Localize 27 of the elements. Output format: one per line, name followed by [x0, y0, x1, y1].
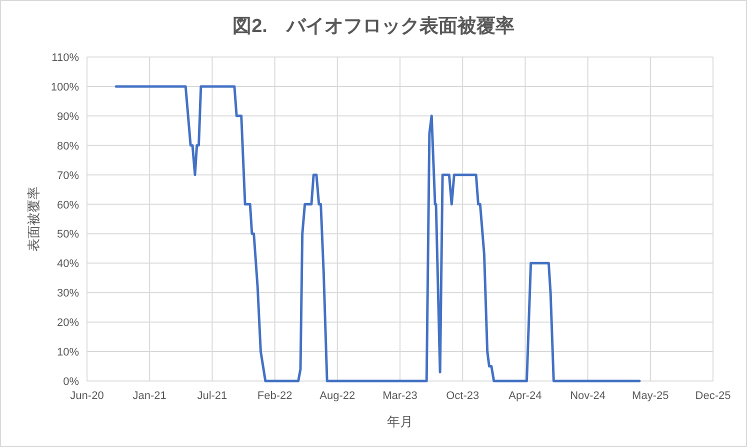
y-tick-label: 100%: [50, 81, 80, 94]
y-tick-label: 80%: [56, 140, 80, 152]
y-tick-label: 40%: [56, 258, 80, 270]
x-tick-label: Aug-22: [320, 390, 356, 402]
y-tick-label: 110%: [52, 52, 80, 64]
x-tick-label: Jul-21: [197, 390, 228, 402]
y-tick-label: 70%: [56, 170, 80, 182]
y-axis-title: 表面被覆率: [26, 186, 41, 252]
x-tick-label: Nov-24: [570, 390, 606, 402]
y-tick-label: 60%: [56, 199, 80, 212]
y-tick-label: 10%: [56, 346, 80, 359]
y-tick-label: 30%: [56, 288, 80, 300]
y-tick-label: 20%: [56, 317, 80, 330]
x-axis-title: 年月: [387, 414, 413, 429]
y-tick-label: 50%: [56, 228, 80, 241]
line-series: [114, 85, 641, 382]
x-tick-label: Oct-23: [446, 390, 480, 402]
x-tick-label: May-25: [632, 390, 669, 402]
chart-title: 図2. バイオフロック表面被覆率: [232, 15, 514, 37]
x-tick-label: Jan-21: [132, 390, 166, 402]
x-tick-label: Mar-23: [382, 390, 418, 402]
y-tick-label: 90%: [56, 110, 80, 123]
x-tick-label: Dec-25: [695, 390, 731, 402]
x-tick-label: Feb-22: [257, 390, 292, 402]
y-tick-label: 0%: [63, 376, 80, 388]
x-tick-label: Apr-24: [508, 390, 542, 402]
x-tick-label: Jun-20: [70, 390, 104, 402]
